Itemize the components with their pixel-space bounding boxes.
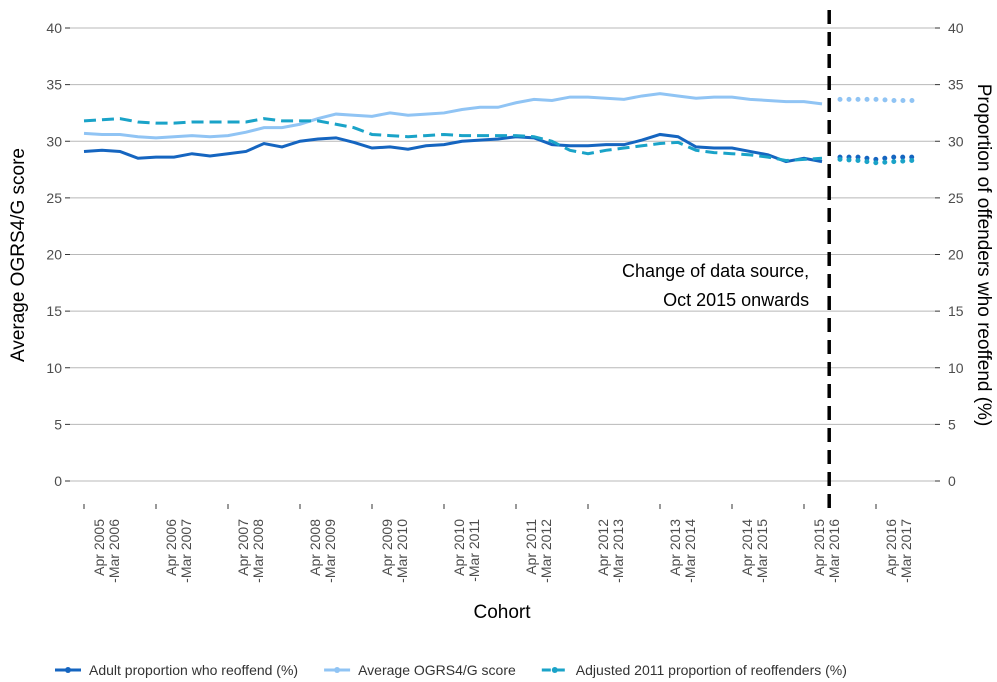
y2-tick-label: 25 [948, 190, 964, 206]
legend-label: Adult proportion who reoffend (%) [89, 662, 298, 678]
y2-tick-label: 40 [948, 20, 964, 36]
legend-dot [65, 667, 71, 673]
x-tick-label: Apr 2010-Mar 2011 [451, 519, 482, 582]
y-tick-label: 40 [46, 20, 62, 36]
x-tick-label: Apr 2011-Mar 2012 [523, 519, 554, 583]
x-tick-label: Apr 2007-Mar 2008 [235, 519, 266, 583]
y-tick-label: 30 [46, 133, 62, 149]
x-tick-label: Apr 2014-Mar 2015 [739, 519, 770, 583]
x-tick-label: Apr 2008-Mar 2009 [307, 519, 338, 583]
y2-tick-label: 30 [948, 133, 964, 149]
x-tick-label: Apr 2006-Mar 2007 [163, 519, 194, 583]
y-tick-label: 25 [46, 190, 62, 206]
y2-tick-label: 20 [948, 247, 964, 263]
y-tick-label: 5 [54, 416, 62, 432]
legend-label: Adjusted 2011 proportion of reoffenders … [576, 662, 847, 678]
y-tick-label: 0 [54, 473, 62, 489]
series-line [83, 92, 823, 140]
y-tick-label: 10 [46, 360, 62, 376]
x-axis-title: Cohort [473, 602, 531, 623]
x-tick-label: Apr 2013-Mar 2014 [667, 519, 698, 583]
y2-tick-label: 35 [948, 77, 964, 93]
x-tick-label: Apr 2009-Mar 2010 [379, 519, 410, 583]
x-tick-label: Apr 2016-Mar 2017 [883, 519, 914, 583]
annotation: Oct 2015 onwards [663, 290, 809, 310]
y-tick-label: 20 [46, 247, 62, 263]
series-line [83, 117, 823, 163]
annotation: Change of data source, [622, 261, 809, 281]
legend-label: Average OGRS4/G score [358, 662, 516, 678]
series-line-dotted [837, 156, 915, 166]
legend-dot [334, 667, 341, 673]
y-tick-label: 15 [46, 303, 62, 319]
y2-axis-title: Proportion of offenders who reoffend (%) [973, 84, 994, 427]
y2-tick-label: 5 [948, 416, 956, 432]
y-axis-title: Average OGRS4/G score [8, 148, 29, 362]
series-line-dotted [837, 96, 915, 103]
y2-tick-label: 15 [948, 303, 964, 319]
series-line [83, 132, 823, 164]
legend-dot [551, 667, 558, 673]
x-tick-label: Apr 2012-Mar 2013 [595, 519, 626, 583]
y2-tick-label: 10 [948, 360, 964, 376]
y-tick-label: 35 [46, 77, 62, 93]
x-tick-label: Apr 2005-Mar 2006 [91, 519, 122, 583]
series-line-dotted [837, 154, 915, 162]
y2-tick-label: 0 [948, 473, 956, 489]
x-tick-label: Apr 2015-Mar 2016 [811, 519, 842, 583]
